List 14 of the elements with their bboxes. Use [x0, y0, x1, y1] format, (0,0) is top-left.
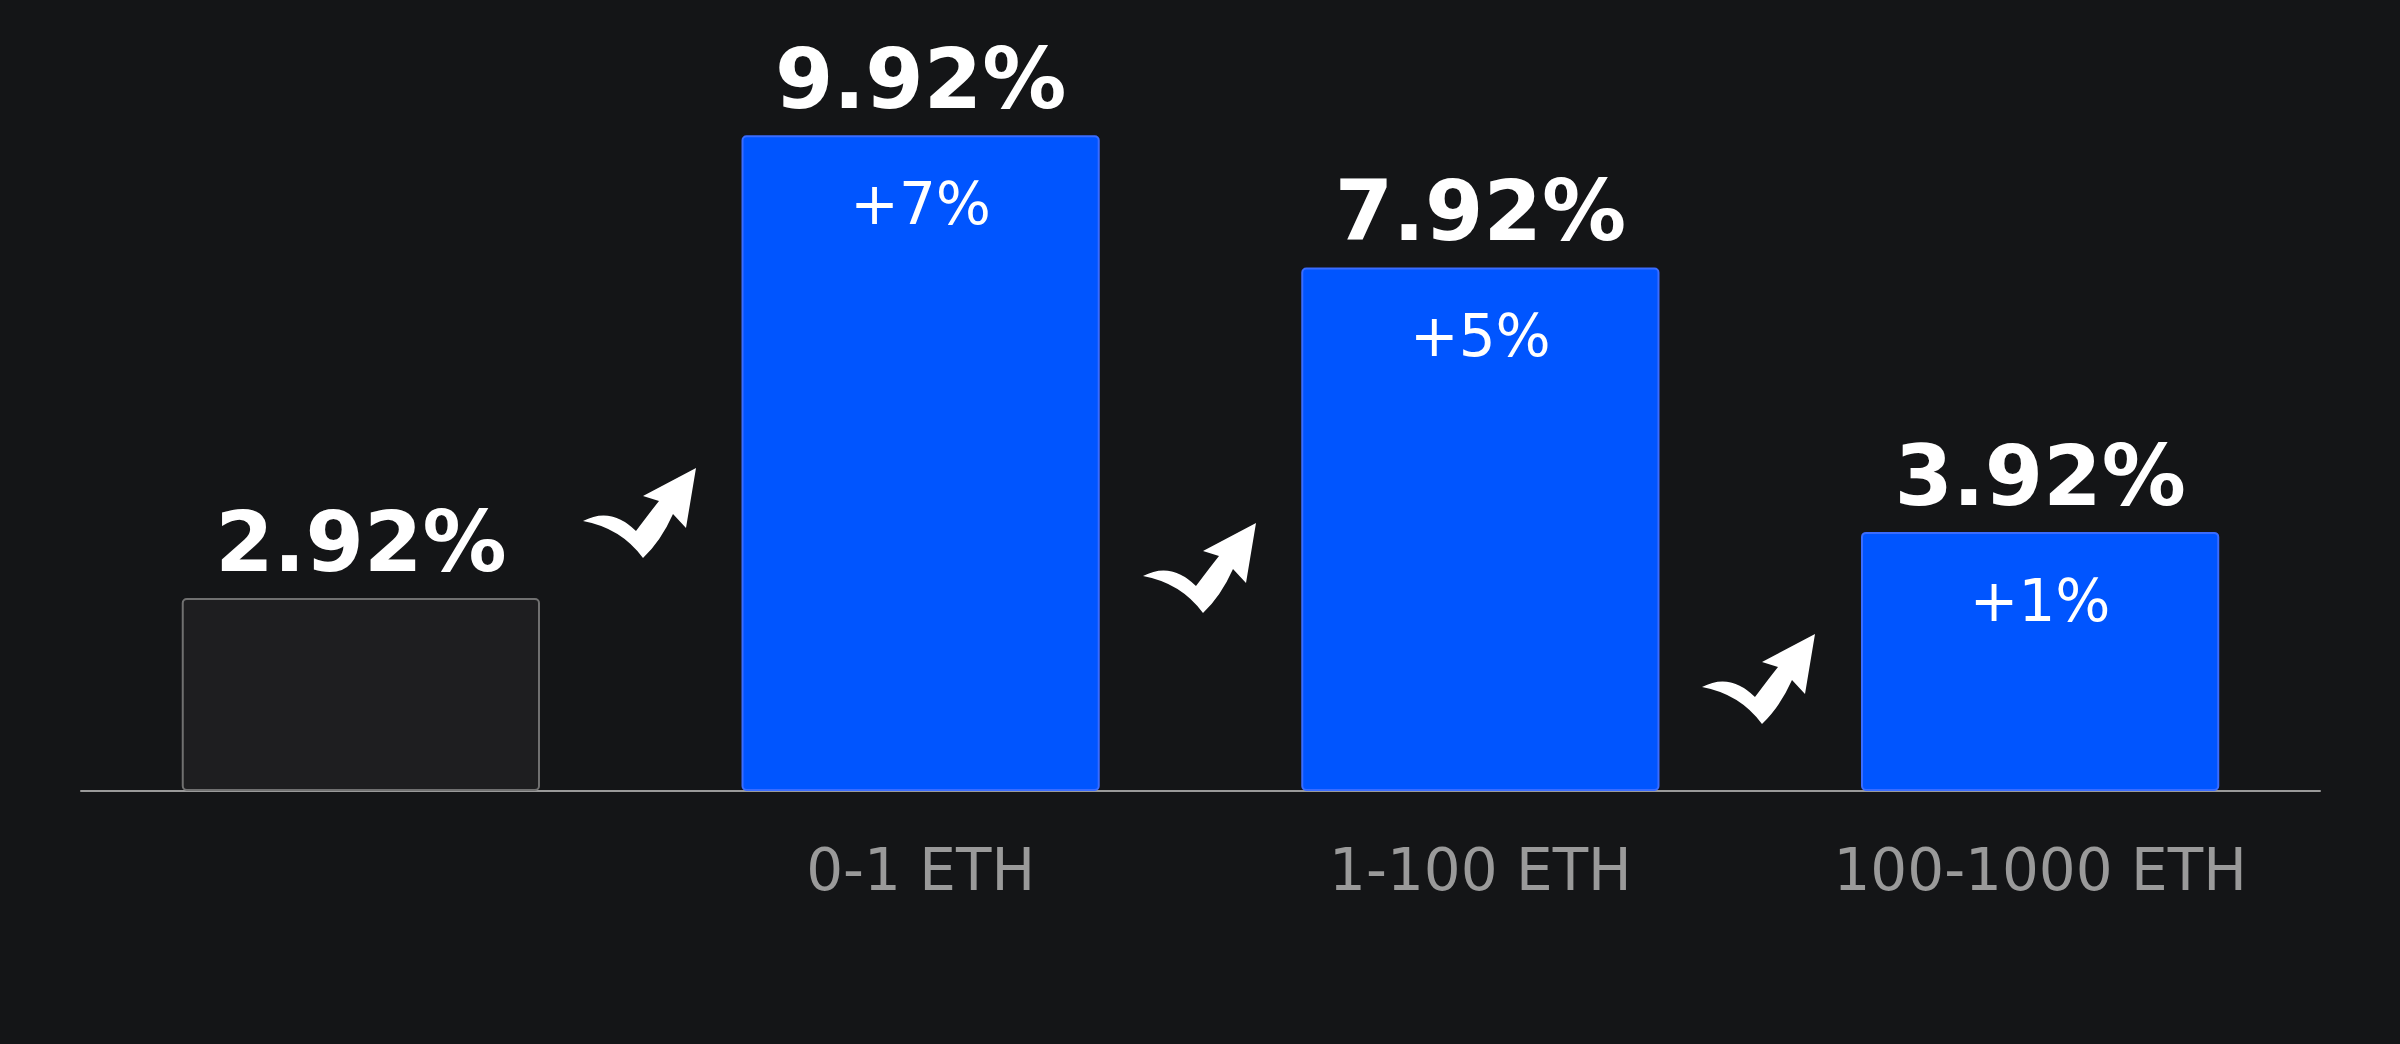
bar [741, 135, 1100, 791]
x-tick-label: 1-100 ETH [1329, 836, 1632, 904]
data-label: 7.92% [1334, 162, 1627, 261]
x-tick-label: 0-1 ETH [806, 836, 1036, 904]
data-label: 2.92% [215, 492, 507, 591]
data-label: 3.92% [1894, 426, 2186, 525]
bar [1861, 531, 2220, 791]
x-tick-label: 100-1000 ETH [1833, 836, 2247, 904]
bar [1301, 267, 1660, 791]
data-label: 9.92% [774, 30, 1067, 129]
annotation: +1% [1969, 566, 2111, 635]
annotation: +5% [1410, 302, 1551, 371]
bar [181, 597, 540, 791]
annotation: +7% [850, 170, 991, 239]
